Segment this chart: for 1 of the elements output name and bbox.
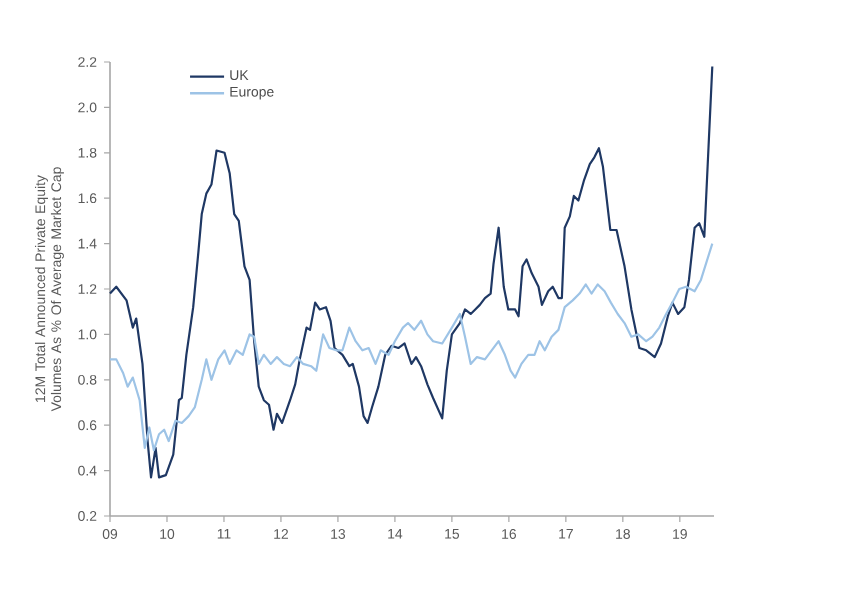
line-series xyxy=(108,65,714,479)
